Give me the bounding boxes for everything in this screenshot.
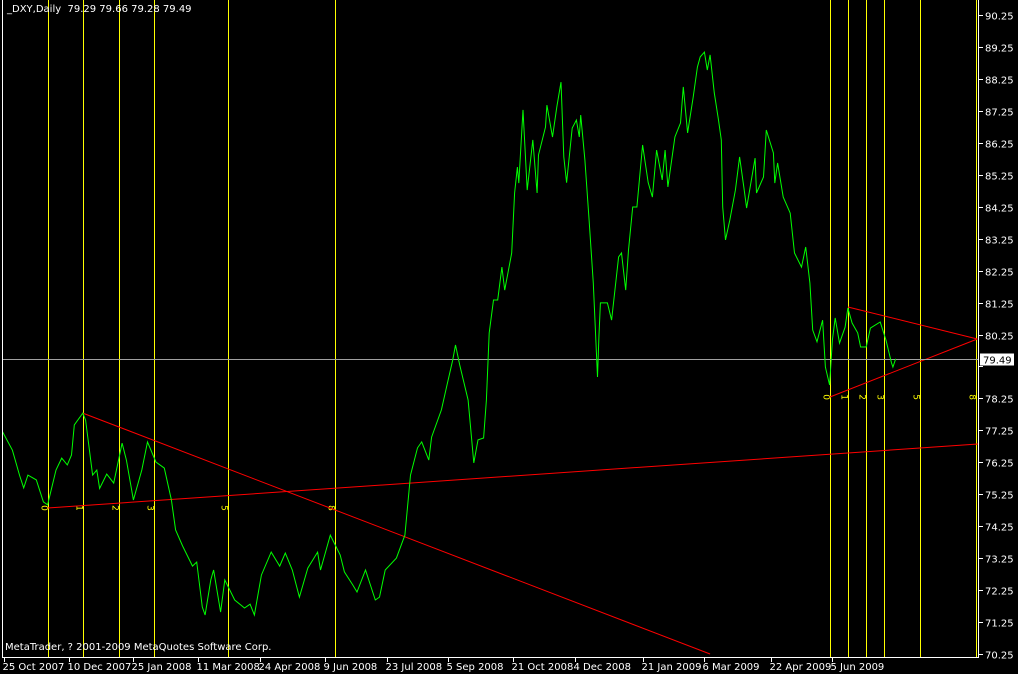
fib-zone-label: 5 — [911, 394, 921, 400]
fibonacci-time-zones: 012358012358 — [39, 0, 977, 657]
trendline — [47, 443, 979, 509]
price-tick-label: 77.25 — [985, 427, 1014, 438]
price-tick-label: 86.25 — [985, 140, 1014, 151]
price-tick-label: 84.25 — [985, 204, 1014, 215]
time-tick-label: 4 Dec 2008 — [574, 662, 632, 673]
price-tick-label: 76.25 — [985, 459, 1014, 470]
time-tick-label: 21 Jan 2009 — [642, 662, 702, 673]
price-tick-label: 72.25 — [985, 587, 1014, 598]
fib-zone-label: 2 — [857, 394, 867, 400]
time-tick-label: 10 Dec 2007 — [68, 662, 132, 673]
fib-zone-label: 0 — [39, 505, 49, 511]
price-tick-label: 81.25 — [985, 300, 1014, 311]
price-tick-label: 74.25 — [985, 523, 1014, 534]
price-tick-label: 83.25 — [985, 236, 1014, 247]
trendline — [847, 306, 978, 340]
price-tick-label: 89.25 — [985, 44, 1014, 55]
time-tick-label: 25 Oct 2007 — [3, 662, 65, 673]
chart-header: _DXY,Daily 79.29 79.66 79.28 79.49 — [7, 4, 192, 15]
price-tick-label: 80.25 — [985, 332, 1014, 343]
price-tick-label: 90.25 — [985, 12, 1014, 23]
fib-zone-label: 3 — [875, 394, 885, 400]
time-tick-label: 23 Jul 2008 — [386, 662, 443, 673]
copyright-text: MetaTrader, ? 2001-2009 MetaQuotes Softw… — [5, 642, 272, 653]
price-tick-label: 78.25 — [985, 395, 1014, 406]
trendlines — [47, 306, 979, 655]
time-tick-label: 21 Oct 2008 — [512, 662, 574, 673]
ohlc-values: 79.29 79.66 79.28 79.49 — [67, 4, 192, 15]
price-tick-label: 75.25 — [985, 491, 1014, 502]
time-tick-label: 5 Sep 2008 — [447, 662, 504, 673]
fib-zone-label: 2 — [110, 505, 120, 511]
fib-zone-label: 5 — [219, 505, 229, 511]
fib-zone-label: 1 — [74, 505, 84, 511]
price-tick-label: 70.25 — [985, 651, 1014, 662]
time-tick-label: 11 Mar 2008 — [197, 662, 260, 673]
price-tick-label: 87.25 — [985, 108, 1014, 119]
time-tick-label: 22 Apr 2009 — [770, 662, 832, 673]
trendline — [829, 338, 978, 398]
time-tick-label: 6 Mar 2009 — [703, 662, 760, 673]
price-tick-label: 82.25 — [985, 268, 1014, 279]
time-tick-label: 25 Jan 2008 — [132, 662, 192, 673]
symbol-timeframe: _DXY,Daily — [7, 4, 62, 15]
time-axis: 25 Oct 2007 10 Dec 2007 25 Jan 2008 11 Mar … — [3, 657, 885, 673]
price-axis: 90.25 89.25 88.25 87.25 86.25 85.25 84.25 83.25… — [979, 12, 1014, 662]
current-price-value: 79.49 — [983, 356, 1012, 367]
current-price-label: 79.49 — [980, 353, 1014, 367]
price-tick-label: 85.25 — [985, 172, 1014, 183]
time-tick-label: 24 Apr 2008 — [259, 662, 321, 673]
fib-zone-label: 1 — [839, 394, 849, 400]
price-line — [2, 50, 897, 617]
fib-zone-label: 8 — [967, 394, 977, 400]
time-tick-label: 9 Jun 2008 — [324, 662, 378, 673]
fib-zone-label: 0 — [821, 394, 831, 400]
time-tick-label: 5 Jun 2009 — [831, 662, 885, 673]
fib-zone-label: 3 — [145, 505, 155, 511]
price-tick-label: 71.25 — [985, 619, 1014, 630]
price-tick-label: 73.25 — [985, 555, 1014, 566]
price-tick-label: 88.25 — [985, 76, 1014, 87]
trendline — [82, 412, 711, 655]
